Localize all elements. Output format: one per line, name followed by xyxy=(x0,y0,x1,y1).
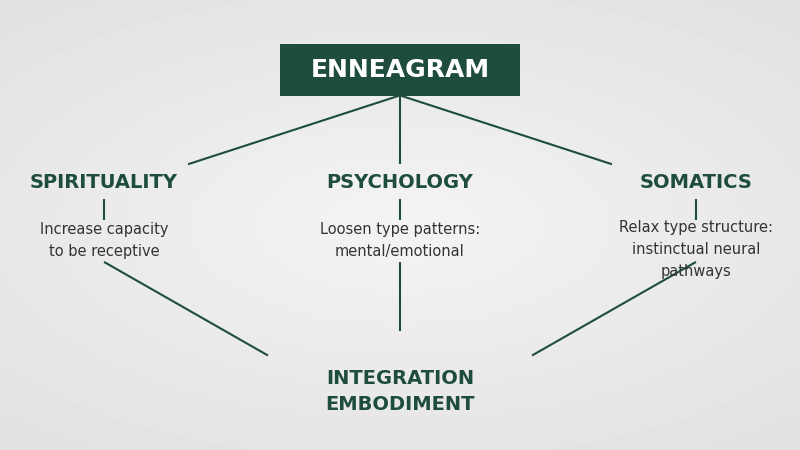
Text: SPIRITUALITY: SPIRITUALITY xyxy=(30,173,178,192)
Text: Loosen type patterns:
mental/emotional: Loosen type patterns: mental/emotional xyxy=(320,222,480,259)
Text: Increase capacity
to be receptive: Increase capacity to be receptive xyxy=(40,222,168,259)
Text: Relax type structure:
instinctual neural
pathways: Relax type structure: instinctual neural… xyxy=(619,220,773,279)
Text: PSYCHOLOGY: PSYCHOLOGY xyxy=(326,173,474,192)
Text: ENNEAGRAM: ENNEAGRAM xyxy=(310,58,490,82)
FancyBboxPatch shape xyxy=(280,44,520,96)
Text: SOMATICS: SOMATICS xyxy=(639,173,753,192)
Text: INTEGRATION
EMBODIMENT: INTEGRATION EMBODIMENT xyxy=(326,369,474,414)
